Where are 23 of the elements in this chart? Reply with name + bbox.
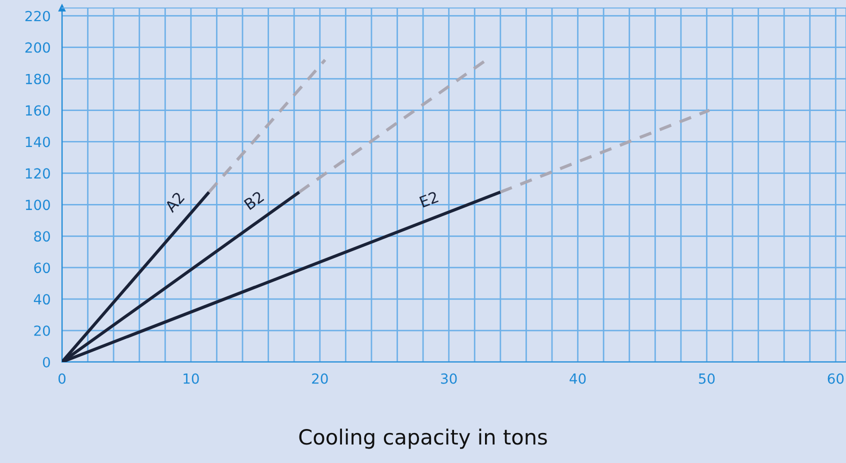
x-tick-label: 20 bbox=[312, 373, 328, 384]
y-tick-label: 140 bbox=[26, 136, 50, 148]
y-tick-label: 0 bbox=[42, 356, 50, 368]
y-tick-label: 220 bbox=[25, 10, 50, 22]
y-tick-label: 180 bbox=[26, 74, 50, 84]
y-tick-label: 40 bbox=[34, 294, 50, 305]
y-tick-label: 120 bbox=[26, 168, 50, 179]
x-tick-label: 30 bbox=[441, 373, 457, 384]
y-tick-label: 100 bbox=[26, 200, 50, 210]
y-tick-label: 60 bbox=[34, 262, 50, 274]
text: B2 bbox=[244, 190, 264, 210]
y-tick-label: 160 bbox=[26, 105, 50, 116]
y-tick-label: 20 bbox=[34, 326, 50, 336]
x-tick-label: 60 bbox=[828, 373, 844, 384]
x-tick-label: 40 bbox=[570, 373, 586, 384]
y-tick-label: 80 bbox=[34, 231, 50, 242]
x-tick-label: 0 bbox=[58, 373, 66, 384]
text: A2 bbox=[164, 192, 185, 213]
y-tick-label: 200 bbox=[25, 42, 50, 53]
text: E2 bbox=[419, 191, 439, 208]
x-tick-label: 10 bbox=[184, 373, 199, 384]
x-axis-title: Cooling capacity in tons bbox=[299, 428, 547, 449]
x-tick-label: 50 bbox=[698, 373, 715, 384]
